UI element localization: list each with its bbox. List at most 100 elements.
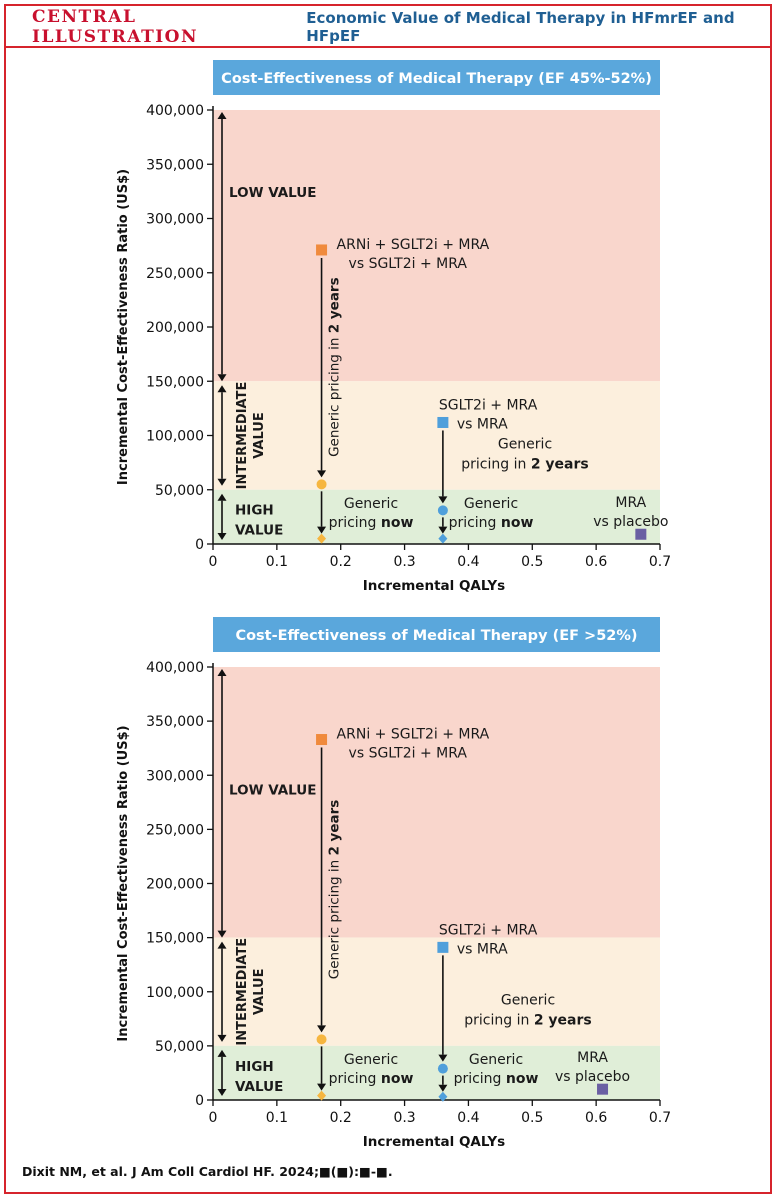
- panel2-annotation-sglt2i-2y: Generic pricing in 2 years: [464, 993, 591, 1029]
- panel1-point-arni-generic-2y: [316, 479, 327, 490]
- panel1-y-tick-label: 300,000: [146, 212, 204, 228]
- panel1-point-arni: [316, 244, 328, 256]
- panel2-y-tick-label: 200,000: [146, 877, 204, 893]
- panel1-zone-label-high-value: HIGH VALUE: [235, 503, 283, 539]
- panel2-sglt2i-generic-2y-arrow: [438, 955, 448, 1062]
- panel2-point-arni-label: ARNi + SGLT2i + MRA vs SGLT2i + MRA: [337, 727, 490, 762]
- panel2-annotation-generic-now-2: Generic pricing now: [454, 1052, 539, 1087]
- panel1-low-value-range-arrow: [217, 112, 227, 382]
- panel1-y-tick-label: 350,000: [146, 157, 204, 173]
- panel1-title-banner: [213, 60, 660, 95]
- panel2-arni-generic-2y-arrow: [317, 747, 327, 1033]
- illustration-title: Economic Value of Medical Therapy in HFm…: [306, 8, 735, 45]
- panel2-zone-label-intermediate: INTERMEDIATE VALUE: [235, 938, 267, 1046]
- panel1-x-tick-label: 0.7: [649, 554, 671, 570]
- panel2-zone-low-value: [213, 667, 660, 938]
- header-divider: [4, 46, 772, 48]
- panel1-high-value-range-arrow: [217, 493, 227, 540]
- panel2-y-tick-label: 50,000: [155, 1039, 204, 1055]
- panel1-point-mra: [635, 528, 647, 540]
- panel1-zone-label-low-value: LOW VALUE: [229, 185, 316, 201]
- panel2-x-tick-label: 0.1: [266, 1110, 288, 1126]
- panel2-y-tick-label: 0: [195, 1093, 204, 1109]
- panel2-point-sglt2i: [437, 941, 449, 953]
- panel2-high-value-range-arrow: [217, 1049, 227, 1096]
- panel1-y-tick-label: 250,000: [146, 266, 204, 282]
- panel1-x-tick-label: 0.2: [330, 554, 352, 570]
- panel2-zone-label-low-value: LOW VALUE: [229, 783, 316, 799]
- panel2-point-sglt2i-generic-now: [438, 1091, 448, 1102]
- panel2-annotation-generic-now-1: Generic pricing now: [329, 1052, 414, 1087]
- panel2-y-axis-label: Incremental Cost-Effectiveness Ratio (US…: [116, 725, 131, 1041]
- panel1-y-tick-label: 400,000: [146, 103, 204, 119]
- panel1-annotation-generic-now-1: Generic pricing now: [329, 496, 414, 531]
- panel1-annotation-arni-2y: Generic pricing in 2 years: [327, 277, 343, 457]
- panel1-point-sglt2i: [437, 416, 449, 428]
- panel2-y-tick-label: 350,000: [146, 714, 204, 730]
- panel1-point-sglt2i-label: SGLT2i + MRA vs MRA: [439, 397, 538, 432]
- panel2-x-axis-label: Incremental QALYs: [363, 1134, 505, 1150]
- panel1-zone-label-intermediate: INTERMEDIATE VALUE: [235, 382, 267, 490]
- panel1-zone-intermediate-value: [213, 381, 660, 490]
- panel2-y-tick-label: 150,000: [146, 931, 204, 947]
- panel1-x-tick-label: 0.4: [457, 554, 479, 570]
- panel2-y-tick-label: 400,000: [146, 660, 204, 676]
- panel1-zone-high-value: [213, 489, 660, 544]
- panel2-zone-label-high-value: HIGH VALUE: [235, 1059, 283, 1095]
- panel2-point-mra: [597, 1083, 609, 1095]
- panel1-intermediate-range-arrow: [217, 385, 227, 486]
- panel1-y-tick-label: 0: [195, 537, 204, 553]
- panel2-point-sglt2i-label: SGLT2i + MRA vs MRA: [439, 922, 538, 957]
- panel2-intermediate-range-arrow: [217, 941, 227, 1042]
- panel1-y-axis-label: Incremental Cost-Effectiveness Ratio (US…: [116, 169, 131, 485]
- panel1-point-sglt2i-generic-now: [438, 533, 448, 544]
- panel1-arni-generic-2y-arrow: [317, 257, 327, 478]
- panel1-x-axis-label: Incremental QALYs: [363, 578, 505, 594]
- citation-footer: Dixit NM, et al. J Am Coll Cardiol HF. 2…: [22, 1164, 393, 1179]
- panel2-point-arni-generic-2y: [316, 1034, 327, 1045]
- panel1-point-arni-label: ARNi + SGLT2i + MRA vs SGLT2i + MRA: [337, 237, 490, 272]
- panel1-x-tick-label: 0.3: [393, 554, 415, 570]
- panel1-x-tick-label: 0.1: [266, 554, 288, 570]
- panel1-point-mra-label: MRA vs placebo: [593, 495, 668, 530]
- panel1-x-tick-label: 0.5: [521, 554, 543, 570]
- panel2-chart-title: Cost-Effectiveness of Medical Therapy (E…: [235, 628, 637, 644]
- panel1-x-tick-label: 0.6: [585, 554, 607, 570]
- panel2-zone-intermediate-value: [213, 937, 660, 1046]
- panel1-point-arni-generic-now: [317, 533, 327, 544]
- panel2-sglt2i-generic-now-arrow: [438, 1075, 448, 1092]
- panel2-point-arni: [316, 734, 328, 746]
- panel1-y-tick-label: 150,000: [146, 374, 204, 390]
- panel1-chart-title: Cost-Effectiveness of Medical Therapy (E…: [221, 71, 652, 87]
- panel2-x-tick-label: 0: [209, 1110, 218, 1126]
- panel1-arni-generic-now-arrow: [317, 491, 327, 534]
- panel2-point-sglt2i-generic-2y: [437, 1063, 448, 1074]
- panel1-y-tick-label: 100,000: [146, 429, 204, 445]
- panel1-sglt2i-generic-2y-arrow: [438, 430, 448, 504]
- header-bar: CENTRAL ILLUSTRATION Economic Value of M…: [4, 4, 772, 47]
- panel2-x-tick-label: 0.6: [585, 1110, 607, 1126]
- panel1-annotation-sglt2i-2y: Generic pricing in 2 years: [461, 437, 588, 473]
- panel2-x-tick-label: 0.3: [393, 1110, 415, 1126]
- panel2-point-arni-generic-now: [317, 1090, 327, 1101]
- panel2-x-tick-label: 0.4: [457, 1110, 479, 1126]
- panel2-title-banner: [213, 617, 660, 652]
- panel2-low-value-range-arrow: [217, 669, 227, 938]
- panel1-sglt2i-generic-now-arrow: [438, 517, 448, 534]
- panel2-point-mra-label: MRA vs placebo: [555, 1050, 630, 1085]
- panel2-annotation-arni-2y: Generic pricing in 2 years: [327, 800, 343, 980]
- panel1-point-sglt2i-generic-2y: [437, 505, 448, 516]
- panel2-y-tick-label: 100,000: [146, 985, 204, 1001]
- panel2-x-tick-label: 0.2: [330, 1110, 352, 1126]
- panel2-x-tick-label: 0.7: [649, 1110, 671, 1126]
- panel2-y-tick-label: 250,000: [146, 822, 204, 838]
- panel2-x-tick-label: 0.5: [521, 1110, 543, 1126]
- panel2-y-tick-label: 300,000: [146, 768, 204, 784]
- panel1-zone-low-value: [213, 110, 660, 382]
- panel1-y-tick-label: 200,000: [146, 320, 204, 336]
- panel1-annotation-generic-now-2: Generic pricing now: [449, 496, 534, 531]
- panel2-arni-generic-now-arrow: [317, 1046, 327, 1091]
- panel1-y-tick-label: 50,000: [155, 483, 204, 499]
- panel1-x-tick-label: 0: [209, 554, 218, 570]
